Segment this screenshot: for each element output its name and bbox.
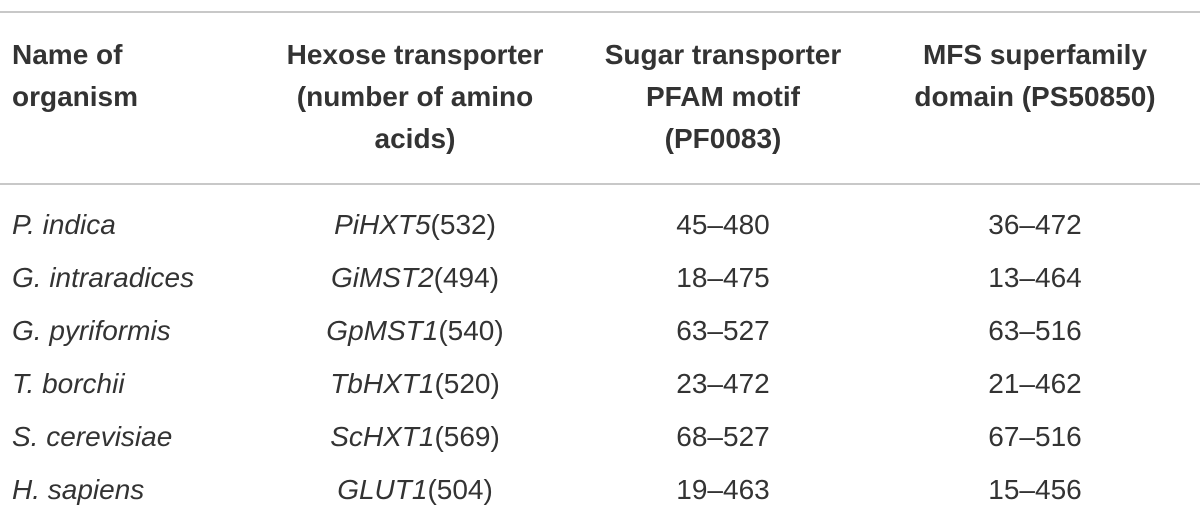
header-line: organism (12, 81, 139, 112)
header-cell: Name of organism (12, 34, 138, 118)
organism-cell: S. cerevisiae (12, 421, 173, 452)
header-line: (number of amino (296, 81, 534, 112)
header-line: acids) (374, 123, 456, 154)
protein-length: (569) (434, 421, 500, 452)
gene-name: GpMST1 (326, 315, 439, 346)
range-cell: 19–463 (676, 474, 770, 505)
range-cell: 68–527 (676, 421, 770, 452)
protein-length: (532) (430, 209, 496, 240)
gene-name: GLUT1 (337, 474, 428, 505)
header-cell: Hexose transporter (number of amino acids) (265, 34, 565, 160)
organism-cell: H. sapiens (12, 474, 145, 505)
range-cell: 63–516 (988, 315, 1082, 346)
header-cell: MFS superfamily domain (PS50850) (880, 34, 1190, 118)
range-cell: 67–516 (988, 421, 1082, 452)
transporter-cell: PiHXT5(532) (265, 204, 565, 246)
header-line: Hexose transporter (286, 39, 544, 70)
range-cell: 18–475 (676, 262, 770, 293)
transporter-cell: GpMST1(540) (265, 310, 565, 352)
organism-cell: G. pyriformis (12, 315, 171, 346)
header-line: PFAM motif (646, 81, 800, 112)
header-line: Sugar transporter (604, 39, 842, 70)
header-line: MFS superfamily (922, 39, 1148, 70)
header-line: Name of (12, 39, 123, 70)
range-cell: 15–456 (988, 474, 1082, 505)
protein-length: (540) (438, 315, 504, 346)
header-cell: Sugar transporter PFAM motif (PF0083) (573, 34, 873, 160)
header-rule (0, 183, 1200, 185)
transporter-cell: GiMST2(494) (265, 257, 565, 299)
header-line: domain (PS50850) (914, 81, 1156, 112)
organism-cell: G. intraradices (12, 262, 195, 293)
gene-name: ScHXT1 (330, 421, 435, 452)
gene-name: PiHXT5 (334, 209, 431, 240)
transporter-cell: ScHXT1(569) (265, 416, 565, 458)
protein-length: (494) (433, 262, 500, 293)
range-cell: 63–527 (676, 315, 770, 346)
gene-name: GiMST2 (330, 262, 434, 293)
range-cell: 21–462 (988, 368, 1082, 399)
top-rule (0, 11, 1200, 13)
protein-length: (504) (427, 474, 493, 505)
organism-cell: P. indica (12, 209, 116, 240)
range-cell: 23–472 (676, 368, 770, 399)
range-cell: 13–464 (988, 262, 1082, 293)
range-cell: 45–480 (676, 209, 770, 240)
protein-length: (520) (434, 368, 500, 399)
header-line: (PF0083) (664, 123, 782, 154)
transporter-cell: TbHXT1(520) (265, 363, 565, 405)
gene-name: TbHXT1 (330, 368, 435, 399)
range-cell: 36–472 (988, 209, 1082, 240)
transporter-cell: GLUT1(504) (265, 469, 565, 511)
organism-cell: T. borchii (12, 368, 125, 399)
